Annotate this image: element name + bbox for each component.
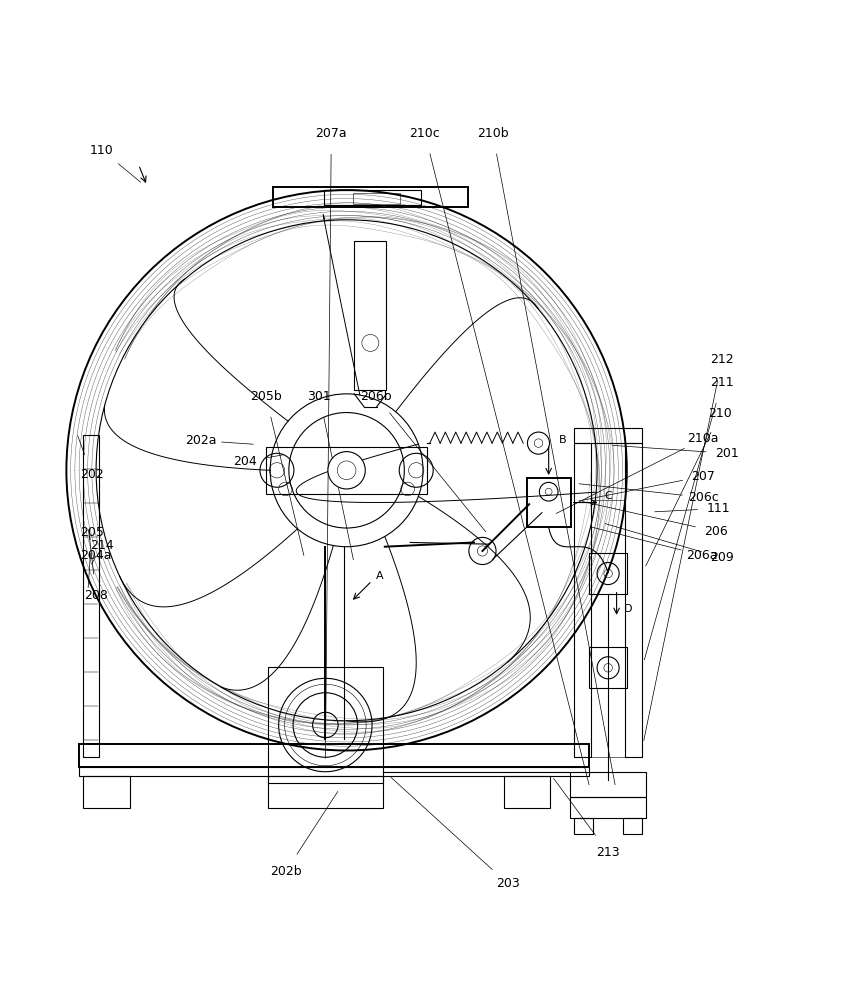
Text: 213: 213 xyxy=(596,846,620,859)
Text: 202a: 202a xyxy=(185,434,217,447)
Bar xyxy=(574,428,642,443)
Text: 110: 110 xyxy=(90,144,114,157)
Bar xyxy=(504,776,551,808)
Text: 210: 210 xyxy=(709,407,732,420)
Bar xyxy=(589,553,627,594)
Text: 206c: 206c xyxy=(688,491,719,504)
Bar xyxy=(273,187,468,207)
Text: 202: 202 xyxy=(80,468,104,481)
Bar xyxy=(354,241,387,390)
Bar xyxy=(84,776,130,808)
Text: 210c: 210c xyxy=(409,127,440,140)
Bar xyxy=(623,818,642,834)
Text: 206b: 206b xyxy=(361,390,392,403)
Text: 204a: 204a xyxy=(80,549,112,562)
Text: 212: 212 xyxy=(710,353,734,366)
Text: 211: 211 xyxy=(710,376,734,389)
Text: 210a: 210a xyxy=(688,432,719,445)
Bar xyxy=(266,447,427,494)
Bar xyxy=(591,500,625,757)
Bar xyxy=(574,818,593,834)
Bar xyxy=(84,435,98,757)
Bar xyxy=(570,797,646,818)
Bar xyxy=(324,190,421,205)
Text: 201: 201 xyxy=(715,447,739,460)
Text: 202b: 202b xyxy=(269,865,301,878)
Text: 214: 214 xyxy=(91,539,114,552)
Text: 207: 207 xyxy=(691,470,715,483)
Text: 208: 208 xyxy=(85,589,108,602)
Bar xyxy=(353,193,400,204)
Circle shape xyxy=(328,452,365,489)
Bar xyxy=(268,776,383,808)
Text: 206a: 206a xyxy=(686,549,717,562)
Bar xyxy=(79,767,589,776)
Bar xyxy=(574,443,591,757)
Text: 209: 209 xyxy=(710,551,734,564)
Text: 205b: 205b xyxy=(250,390,282,403)
Text: C: C xyxy=(605,491,613,501)
Text: 210b: 210b xyxy=(477,127,508,140)
Text: 111: 111 xyxy=(707,502,730,515)
Text: 207a: 207a xyxy=(316,127,347,140)
Bar xyxy=(526,478,570,527)
Text: A: A xyxy=(376,571,384,581)
Text: D: D xyxy=(623,604,632,614)
Text: B: B xyxy=(559,435,566,445)
Text: 206: 206 xyxy=(704,525,728,538)
Text: 204: 204 xyxy=(233,455,256,468)
Bar xyxy=(625,443,642,757)
Text: 301: 301 xyxy=(307,390,331,403)
Text: 205: 205 xyxy=(80,526,104,539)
Text: 203: 203 xyxy=(496,877,520,890)
Bar xyxy=(79,744,589,767)
Bar xyxy=(589,647,627,688)
Bar xyxy=(570,772,646,797)
Bar xyxy=(268,667,383,783)
